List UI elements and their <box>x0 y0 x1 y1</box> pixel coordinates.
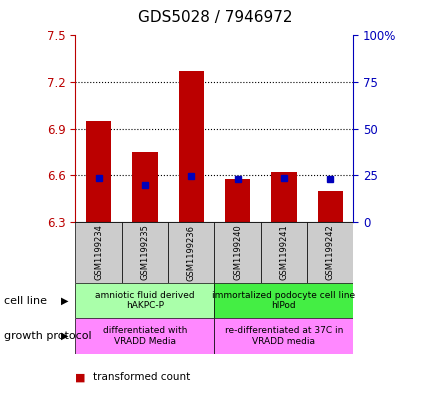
Text: re-differentiated at 37C in
VRADD media: re-differentiated at 37C in VRADD media <box>224 326 342 346</box>
Text: GSM1199240: GSM1199240 <box>233 225 242 280</box>
Text: GSM1199234: GSM1199234 <box>94 224 103 281</box>
Text: ■: ■ <box>75 372 86 382</box>
Text: cell line: cell line <box>4 296 47 306</box>
Bar <box>168 222 214 283</box>
Text: GSM1199242: GSM1199242 <box>325 225 334 280</box>
Text: growth protocol: growth protocol <box>4 331 92 341</box>
Text: GSM1199235: GSM1199235 <box>140 224 149 281</box>
Bar <box>306 222 353 283</box>
Bar <box>260 222 306 283</box>
Text: amniotic fluid derived
hAKPC-P: amniotic fluid derived hAKPC-P <box>95 291 194 310</box>
Bar <box>214 283 353 318</box>
Text: differentiated with
VRADD Media: differentiated with VRADD Media <box>102 326 187 346</box>
Bar <box>317 191 342 222</box>
Text: GSM1199236: GSM1199236 <box>186 224 195 281</box>
Bar <box>75 318 214 354</box>
Bar <box>224 179 250 222</box>
Bar <box>178 71 203 222</box>
Text: GSM1199241: GSM1199241 <box>279 225 288 280</box>
Bar <box>270 172 296 222</box>
Bar <box>214 222 260 283</box>
Bar <box>75 283 214 318</box>
Bar <box>132 152 157 222</box>
Text: ▶: ▶ <box>61 296 68 306</box>
Text: ▶: ▶ <box>61 331 68 341</box>
Text: immortalized podocyte cell line
hIPod: immortalized podocyte cell line hIPod <box>212 291 355 310</box>
Bar <box>86 121 111 222</box>
Text: transformed count: transformed count <box>92 372 190 382</box>
Bar <box>121 222 168 283</box>
Text: GDS5028 / 7946972: GDS5028 / 7946972 <box>138 10 292 25</box>
Bar <box>214 318 353 354</box>
Bar <box>75 222 121 283</box>
